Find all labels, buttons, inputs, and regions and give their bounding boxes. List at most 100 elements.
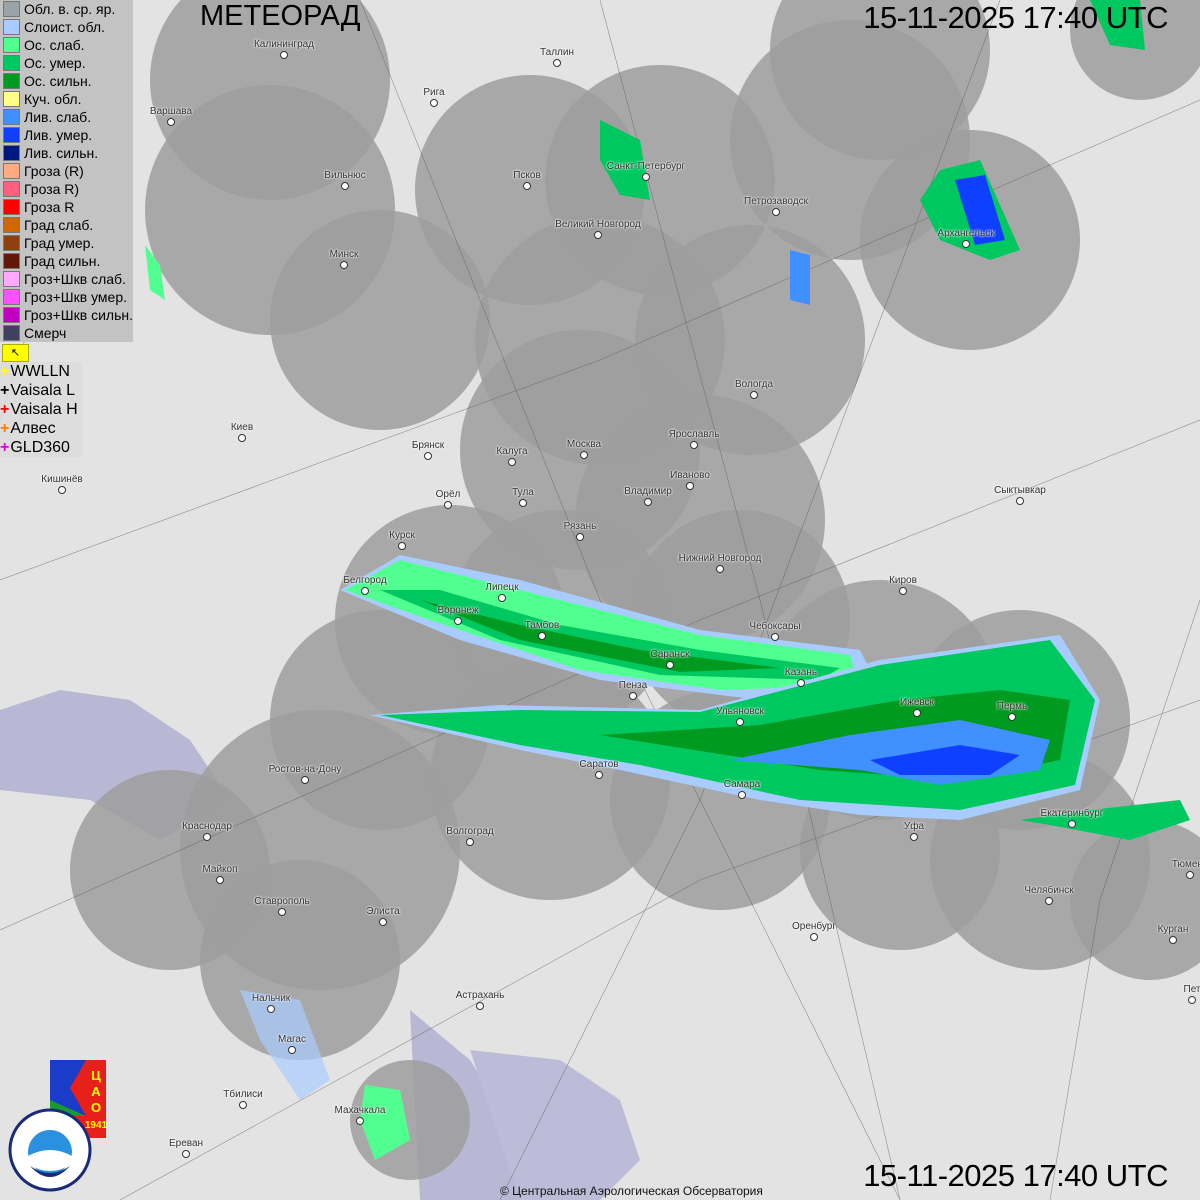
city-label: Ростов-на-Дону <box>268 764 342 775</box>
precipitation-legend: Обл. в. ср. яр. Слоист. обл. Ос. слаб. Ос. … <box>0 0 133 342</box>
city-label: Сыктывкар <box>994 485 1046 496</box>
city-label: Пермь <box>996 701 1028 712</box>
city-label: Воронеж <box>437 605 479 616</box>
city-label: Орёл <box>435 489 461 500</box>
city-label: Самара <box>723 779 761 790</box>
city-label: Калининград <box>253 39 315 50</box>
city-label: Варшава <box>149 106 193 117</box>
legend-label: Гроза (R) <box>24 163 84 179</box>
legend-swatch <box>3 307 20 323</box>
city-marker <box>1169 936 1177 944</box>
app-title: МЕТЕОРАД <box>200 0 361 32</box>
city-label: Архангельск <box>937 228 995 239</box>
legend-item: Гроза R) <box>0 180 133 198</box>
legend-label: Гроз+Шкв слаб. <box>24 271 126 287</box>
lightning-legend: +WWLLN +Vaisala L +Vaisala H +Алвес +GLD360 <box>0 362 82 457</box>
city-marker <box>1008 713 1016 721</box>
city-marker <box>182 1150 190 1158</box>
city-label: Санкт-Петербург <box>606 161 686 172</box>
city-label: Курган <box>1157 924 1189 935</box>
lightning-network-item: +Vaisala L <box>0 381 82 400</box>
lightning-label: GLD360 <box>10 439 70 456</box>
lightning-label: WWLLN <box>10 363 70 380</box>
timestamp-top: 15-11-2025 17:40 UTC <box>863 0 1168 35</box>
city-marker <box>1045 897 1053 905</box>
city-label: Екатеринбург <box>1040 808 1104 819</box>
city-label: Псков <box>513 170 541 181</box>
city-marker <box>267 1005 275 1013</box>
city-label: Челябинск <box>1024 885 1074 896</box>
lightning-network-item: +Vaisala H <box>0 400 82 419</box>
legend-swatch <box>3 289 20 305</box>
city-label: Ижевск <box>899 697 935 708</box>
city-marker <box>738 791 746 799</box>
city-label: Брянск <box>411 440 445 451</box>
city-marker <box>629 692 637 700</box>
city-label: Краснодар <box>182 821 232 832</box>
city-marker <box>772 208 780 216</box>
legend-swatch <box>3 37 20 53</box>
city-marker <box>576 533 584 541</box>
city-marker <box>910 833 918 841</box>
svg-text:А: А <box>91 1084 101 1099</box>
city-marker <box>398 542 406 550</box>
city-marker <box>466 838 474 846</box>
cross-icon: + <box>0 382 10 399</box>
city-label: Тюмень <box>1171 859 1200 870</box>
city-marker <box>690 441 698 449</box>
legend-swatch <box>3 55 20 71</box>
city-label: Элиста <box>366 906 400 917</box>
legend-swatch <box>3 271 20 287</box>
city-label: Великий Новгород <box>555 219 641 230</box>
city-label: Чебоксары <box>749 621 801 632</box>
city-label: Тамбов <box>524 620 560 631</box>
city-marker <box>666 661 674 669</box>
legend-label: Ос. умер. <box>24 55 86 71</box>
legend-item: Смерч <box>0 324 133 342</box>
city-marker <box>595 771 603 779</box>
city-marker <box>508 458 516 466</box>
city-label: Саранск <box>650 649 690 660</box>
city-label: Казань <box>784 667 818 678</box>
lightning-label: Vaisala L <box>10 382 75 399</box>
cross-icon: + <box>0 439 10 456</box>
lightning-network-item: +Алвес <box>0 419 82 438</box>
city-marker <box>962 240 970 248</box>
city-label: Нижний Новгород <box>678 553 762 564</box>
city-label: Минск <box>329 249 359 260</box>
city-marker <box>1016 497 1024 505</box>
city-marker <box>1068 820 1076 828</box>
legend-label: Слоист. обл. <box>24 19 105 35</box>
legend-swatch <box>3 1 20 17</box>
legend-label: Обл. в. ср. яр. <box>24 1 116 17</box>
city-label: Ереван <box>168 1138 204 1149</box>
cross-icon: + <box>0 401 10 418</box>
legend-swatch <box>3 163 20 179</box>
radar-coverage-circle <box>1070 820 1200 980</box>
city-label: Пет <box>1183 984 1200 995</box>
city-label: Нальчик <box>251 993 291 1004</box>
legend-label: Лив. умер. <box>24 127 93 143</box>
city-label: Магас <box>278 1034 306 1045</box>
legend-item: Лив. сильн. <box>0 144 133 162</box>
legend-label: Град сильн. <box>24 253 101 269</box>
city-marker <box>280 51 288 59</box>
radar-coverage-circle <box>270 210 490 430</box>
city-label: Белгород <box>343 575 387 586</box>
cross-icon: + <box>0 363 10 380</box>
lightning-toggle-button[interactable]: ↖ <box>2 344 29 362</box>
legend-swatch <box>3 199 20 215</box>
city-label: Курск <box>389 530 415 541</box>
city-marker <box>1188 996 1196 1004</box>
city-marker <box>238 434 246 442</box>
city-label: Рязань <box>563 521 597 532</box>
city-marker <box>580 451 588 459</box>
lightning-network-item: +GLD360 <box>0 438 82 457</box>
legend-swatch <box>3 127 20 143</box>
city-label: Рига <box>423 87 445 98</box>
legend-label: Ос. сильн. <box>24 73 92 89</box>
legend-swatch <box>3 109 20 125</box>
legend-swatch <box>3 145 20 161</box>
legend-item: Лив. умер. <box>0 126 133 144</box>
